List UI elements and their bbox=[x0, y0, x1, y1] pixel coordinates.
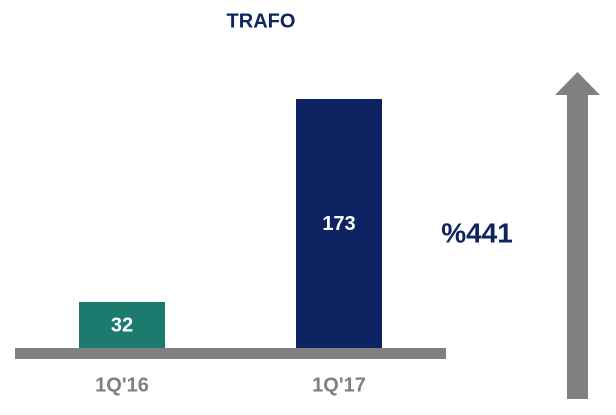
arrow-head bbox=[555, 72, 600, 95]
bar bbox=[79, 301, 165, 348]
arrow-shaft bbox=[567, 94, 588, 399]
data-label: 32 bbox=[111, 314, 133, 336]
bar bbox=[296, 99, 382, 348]
x-tick-label: 1Q'17 bbox=[312, 374, 366, 396]
x-tick-label: 1Q'16 bbox=[95, 374, 149, 396]
baseline bbox=[15, 348, 446, 359]
data-label: 173 bbox=[322, 213, 355, 235]
growth-annotation: %441 bbox=[441, 217, 513, 248]
chart-title: TRAFO bbox=[227, 10, 296, 32]
